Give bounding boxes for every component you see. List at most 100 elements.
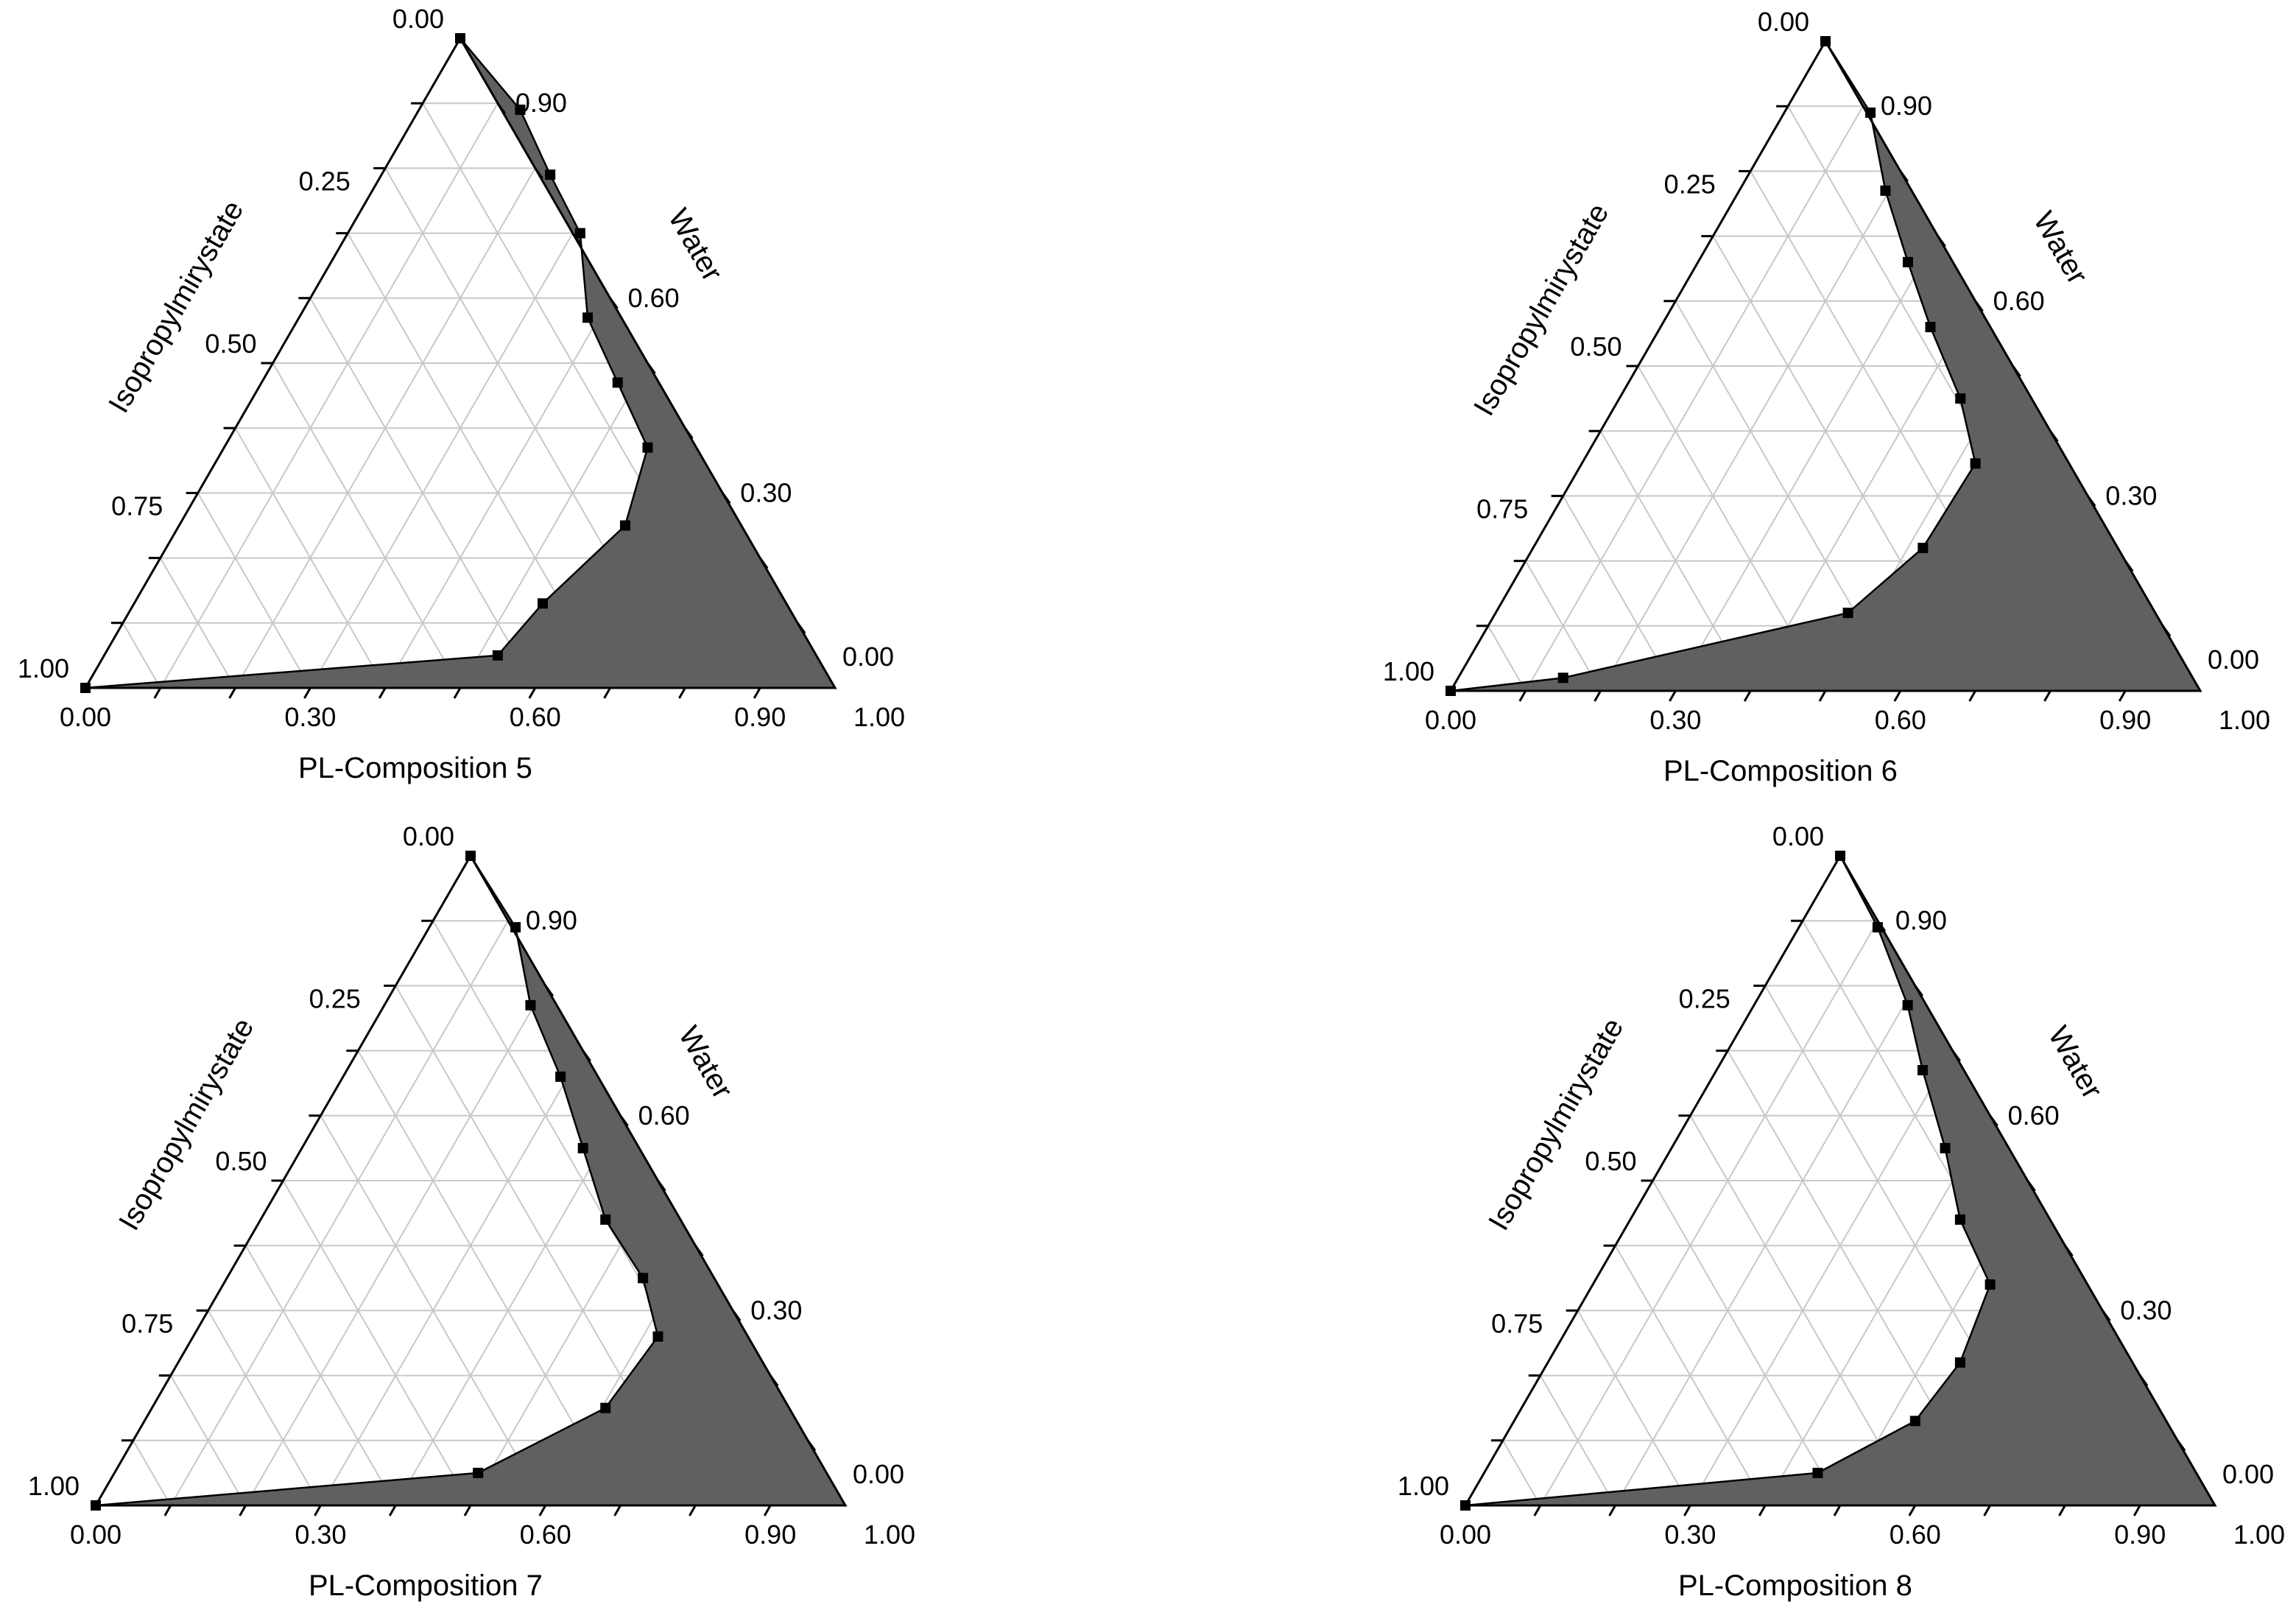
right-tick-label: 0.90 <box>526 905 577 935</box>
grid-line <box>1487 625 1526 692</box>
grid-line <box>1675 236 1939 692</box>
data-point <box>1820 36 1831 46</box>
data-point <box>612 377 623 388</box>
data-point <box>652 1331 663 1342</box>
data-point <box>515 105 526 116</box>
grid-line <box>1652 1180 1841 1506</box>
tick-mark <box>2043 690 2052 702</box>
grid-line <box>169 1375 247 1506</box>
data-point <box>1902 999 1913 1010</box>
tick-mark <box>613 1505 621 1516</box>
tick-mark <box>2049 430 2059 443</box>
left-tick-label: 0.25 <box>1679 984 1730 1014</box>
left-tick-label: 0.00 <box>392 4 444 34</box>
data-point <box>555 1071 566 1082</box>
data-point <box>91 1500 101 1511</box>
grid-line <box>1524 560 1602 692</box>
tick-mark <box>678 687 686 699</box>
bottom-tick-label: 0.30 <box>295 1519 346 1550</box>
right-tick-label: 0.00 <box>2222 1459 2274 1489</box>
left-tick-label: 1.00 <box>28 1471 80 1501</box>
bottom-tick-label: 0.00 <box>1425 705 1476 735</box>
tick-mark <box>2102 1310 2111 1322</box>
tick-mark <box>1908 1505 1917 1516</box>
tick-mark <box>796 622 806 634</box>
data-point <box>582 312 594 323</box>
data-point <box>537 598 548 609</box>
tick-mark <box>722 492 731 505</box>
tick-mark <box>528 687 537 699</box>
tick-mark <box>303 687 311 699</box>
right-tick-label: 0.60 <box>638 1100 690 1131</box>
tick-mark <box>453 687 462 699</box>
ternary-panel-3: 0.00 0.30 0.60 0.90 1.00 1.00 0.75 0.50 0.25 0.00… <box>28 821 915 1602</box>
grid-line <box>1689 1050 1954 1506</box>
tick-mark <box>619 1114 629 1127</box>
tick-mark <box>1683 1505 1691 1516</box>
bottom-tick-label: 0.00 <box>60 702 111 732</box>
grid-line <box>282 1180 471 1506</box>
data-point <box>1925 322 1936 333</box>
tick-mark <box>1758 1505 1767 1516</box>
tick-mark <box>1818 690 1827 702</box>
grid-line <box>1577 1310 1691 1506</box>
left-tick-label: 1.00 <box>1398 1471 1449 1501</box>
tick-mark <box>753 687 761 699</box>
tick-mark <box>544 985 554 997</box>
bottom-tick-label: 0.60 <box>510 702 561 732</box>
right-tick-label: 0.90 <box>1895 905 1947 935</box>
data-point <box>1970 458 1981 469</box>
data-point <box>577 1142 588 1153</box>
grid-line <box>309 233 574 689</box>
bottom-tick-label: 0.00 <box>1440 1519 1491 1550</box>
bottom-tick-label: 1.00 <box>2233 1519 2285 1550</box>
left-tick-label: 1.00 <box>1383 656 1434 686</box>
right-tick-label: 0.30 <box>750 1295 802 1325</box>
right-tick-label: 0.90 <box>1881 91 1932 121</box>
bottom-tick-label: 0.90 <box>2099 705 2151 735</box>
tick-mark <box>1669 690 1677 702</box>
bottom-tick-label: 0.30 <box>1664 1519 1716 1550</box>
left-tick-label: 0.00 <box>403 821 454 851</box>
left-tick-label: 0.50 <box>1585 1146 1636 1176</box>
tick-mark <box>228 687 236 699</box>
data-point <box>465 851 476 861</box>
tick-mark <box>2138 1374 2149 1387</box>
data-point <box>510 922 521 933</box>
data-point <box>1557 672 1568 683</box>
data-point <box>619 520 630 531</box>
grid-line <box>320 1050 584 1506</box>
tick-mark <box>694 1245 704 1257</box>
tick-mark <box>163 1505 172 1516</box>
ternary-panel-2: 0.00 0.30 0.60 0.90 1.00 1.00 0.75 0.50 0.25 0.00… <box>1383 7 2270 787</box>
tick-mark <box>2058 1505 2066 1516</box>
bottom-tick-label: 0.90 <box>2114 1519 2166 1550</box>
tick-mark <box>1518 690 1527 702</box>
tick-mark <box>538 1505 547 1516</box>
tick-mark <box>1914 985 1924 997</box>
tick-mark <box>463 1505 472 1516</box>
data-point <box>1902 256 1913 267</box>
bottom-tick-label: 0.60 <box>520 1519 571 1550</box>
right-tick-label: 0.90 <box>515 88 567 118</box>
data-point <box>600 1214 611 1225</box>
tick-mark <box>2087 495 2096 507</box>
left-tick-label: 0.75 <box>1491 1309 1543 1339</box>
data-point <box>1954 1214 1965 1225</box>
left-axis-title: Isopropylmirystate <box>102 195 250 418</box>
tick-mark <box>388 1505 397 1516</box>
data-point <box>1918 542 1929 553</box>
grid-line <box>1524 105 1864 692</box>
data-point <box>642 442 653 453</box>
panel-title: PL-Composition 6 <box>1663 755 1898 787</box>
tick-mark <box>496 102 507 115</box>
tick-mark <box>689 1505 697 1516</box>
data-point <box>1842 608 1853 619</box>
data-point <box>1985 1279 1996 1290</box>
right-tick-label: 0.60 <box>1993 286 2045 316</box>
data-point <box>1909 1416 1920 1427</box>
grid-line <box>234 427 387 689</box>
data-point <box>1445 686 1456 696</box>
grid-line <box>459 362 649 689</box>
